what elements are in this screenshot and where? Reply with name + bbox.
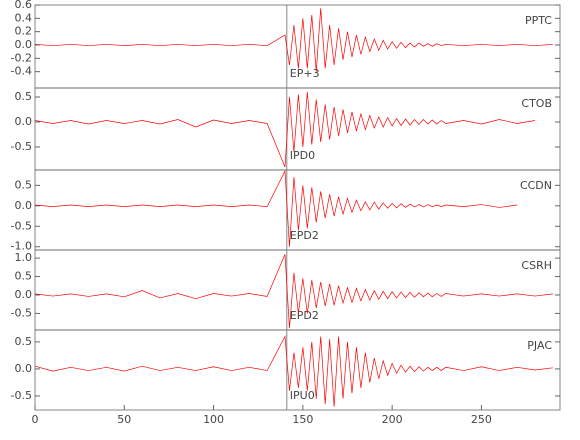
pick-label: EP+3 bbox=[290, 67, 320, 80]
x-tick-label: 250 bbox=[471, 413, 492, 426]
y-tick-label: 0.0 bbox=[15, 288, 33, 301]
pick-label: IPD0 bbox=[290, 149, 315, 162]
x-tick-label: 150 bbox=[292, 413, 313, 426]
y-tick-label: -1.0 bbox=[11, 240, 32, 253]
x-tick-label: 100 bbox=[203, 413, 224, 426]
x-tick-label: 0 bbox=[32, 413, 39, 426]
y-tick-label: -0.5 bbox=[11, 306, 32, 319]
y-tick-label: 0.6 bbox=[15, 0, 33, 11]
station-name: PPTC bbox=[525, 14, 552, 27]
y-tick-label: 0.4 bbox=[15, 11, 33, 24]
y-tick-label: -0.2 bbox=[11, 51, 32, 64]
pick-label: EPD2 bbox=[290, 229, 319, 242]
y-tick-label: 0.5 bbox=[15, 335, 33, 348]
y-tick-label: 0.5 bbox=[15, 90, 33, 103]
y-tick-label: 0.0 bbox=[15, 362, 33, 375]
waveform bbox=[34, 335, 553, 407]
y-tick-label: 0.0 bbox=[15, 38, 33, 51]
y-tick-label: -0.5 bbox=[11, 389, 32, 402]
x-tick-label: 200 bbox=[382, 413, 403, 426]
y-tick-label: 0.0 bbox=[15, 115, 33, 128]
station-name: PJAC bbox=[527, 339, 552, 352]
waveform bbox=[34, 91, 536, 168]
station-name: CCDN bbox=[520, 179, 552, 192]
station-name: CTOB bbox=[521, 97, 552, 110]
pick-label: IPU0 bbox=[290, 389, 315, 402]
y-tick-label: 0.0 bbox=[15, 199, 33, 212]
waveform bbox=[34, 169, 518, 247]
y-tick-label: 0.5 bbox=[15, 178, 33, 191]
station-name: CSRH bbox=[521, 259, 552, 272]
pick-label: EPD2 bbox=[290, 309, 319, 322]
waveform bbox=[34, 8, 553, 72]
y-tick-label: -0.4 bbox=[11, 65, 32, 78]
y-tick-label: -0.5 bbox=[11, 219, 32, 232]
waveform bbox=[34, 254, 553, 329]
y-tick-label: -0.5 bbox=[11, 140, 32, 153]
y-tick-label: 1.0 bbox=[15, 251, 33, 264]
panel-frame bbox=[34, 329, 561, 411]
x-tick-label: 50 bbox=[117, 413, 131, 426]
y-tick-label: 0.2 bbox=[15, 25, 33, 38]
y-tick-label: 0.5 bbox=[15, 270, 33, 283]
